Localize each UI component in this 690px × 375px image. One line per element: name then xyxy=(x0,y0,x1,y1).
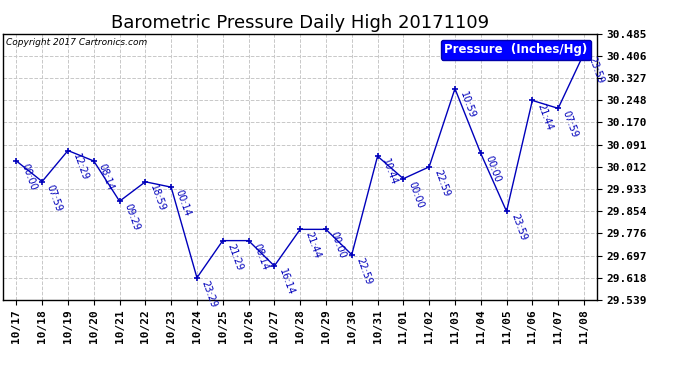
Text: 23:29: 23:29 xyxy=(199,279,219,309)
Text: 00:00: 00:00 xyxy=(19,162,38,192)
Text: 22:59: 22:59 xyxy=(432,168,451,198)
Text: Copyright 2017 Cartronics.com: Copyright 2017 Cartronics.com xyxy=(6,38,148,47)
Text: 08:14: 08:14 xyxy=(97,162,115,192)
Title: Barometric Pressure Daily High 20171109: Barometric Pressure Daily High 20171109 xyxy=(111,14,489,32)
Text: 00:00: 00:00 xyxy=(406,180,425,210)
Text: 07:59: 07:59 xyxy=(45,183,64,213)
Text: 09:29: 09:29 xyxy=(122,202,141,232)
Text: 21:44: 21:44 xyxy=(303,231,322,260)
Text: 08:14: 08:14 xyxy=(251,242,270,272)
Text: 00:00: 00:00 xyxy=(484,155,502,184)
Legend: Pressure  (Inches/Hg): Pressure (Inches/Hg) xyxy=(441,40,591,60)
Text: 18:59: 18:59 xyxy=(148,183,167,213)
Text: 07:59: 07:59 xyxy=(561,110,580,140)
Text: 00:00: 00:00 xyxy=(328,231,348,260)
Text: 23:59: 23:59 xyxy=(509,213,529,243)
Text: 23:59: 23:59 xyxy=(586,55,606,85)
Text: 21:44: 21:44 xyxy=(535,102,554,132)
Text: 22:59: 22:59 xyxy=(355,256,373,286)
Text: 16:14: 16:14 xyxy=(277,267,296,297)
Text: 00:14: 00:14 xyxy=(174,189,193,218)
Text: 21:29: 21:29 xyxy=(226,242,244,272)
Text: 12:29: 12:29 xyxy=(71,152,90,182)
Text: 10:44: 10:44 xyxy=(380,158,400,187)
Text: 10:59: 10:59 xyxy=(457,90,477,120)
